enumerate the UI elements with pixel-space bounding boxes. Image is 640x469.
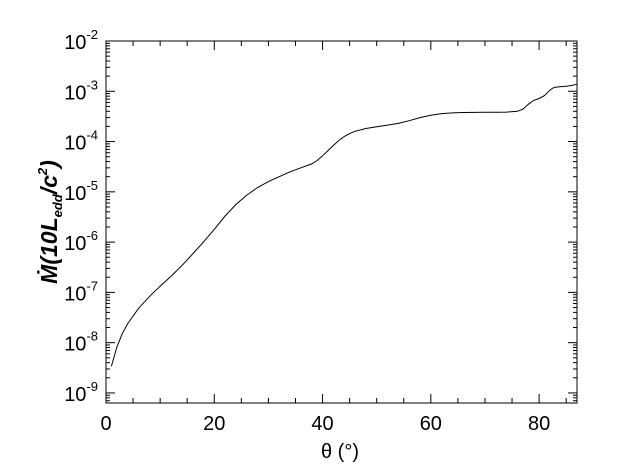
x-tick-label: 80 [528,413,550,435]
y-tick-base: 10 [64,133,86,155]
y-tick-base: 10 [64,334,86,356]
y-tick-label: 10-8 [64,329,98,356]
x-tick-label: 40 [311,413,333,435]
y-tick-exponent: -2 [86,27,98,42]
y-tick-label: 10-5 [64,178,98,205]
y-axis-label-superscript: 2 [35,167,50,176]
x-tick-labels: 0 20 40 60 80 [100,413,550,435]
y-tick-label: 10-6 [64,228,98,255]
y-tick-label: 10-3 [64,77,98,104]
y-tick-exponent: -5 [86,178,98,193]
y-tick-exponent: -7 [86,278,98,293]
series-line-0 [110,83,578,367]
y-tick-label: 10-4 [64,128,98,155]
y-axis-label-middle: /c [36,175,62,195]
x-tick-label: 20 [203,413,225,435]
y-tick-base: 10 [64,82,86,104]
axis-ticks [105,40,577,403]
y-axis-label: Ṁ(10Ledd/c2) [35,160,65,284]
y-tick-exponent: -3 [86,77,98,92]
y-tick-label: 10-7 [64,278,98,305]
y-tick-base: 10 [64,32,86,54]
y-axis-label-prefix: Ṁ(10L [36,217,62,283]
y-tick-label: 10-9 [64,379,98,406]
y-tick-label: 10-2 [64,27,98,54]
y-tick-exponent: -9 [86,379,98,394]
y-axis-label-suffix: ) [36,160,62,171]
y-tick-base: 10 [64,233,86,255]
y-tick-base: 10 [64,183,86,205]
plot-frame [105,40,578,404]
y-tick-labels: 10-210-310-410-510-610-710-810-9 [64,27,98,406]
y-tick-base: 10 [64,384,86,406]
x-tick-label: 0 [100,413,111,435]
y-axis-label-subscript: edd [50,193,65,217]
y-tick-exponent: -6 [86,228,98,243]
x-axis-label: θ (°) [321,441,359,463]
series-lines [110,83,578,367]
y-tick-base: 10 [64,283,86,305]
y-tick-exponent: -4 [86,128,98,143]
y-tick-exponent: -8 [86,329,98,344]
x-tick-label: 60 [420,413,442,435]
